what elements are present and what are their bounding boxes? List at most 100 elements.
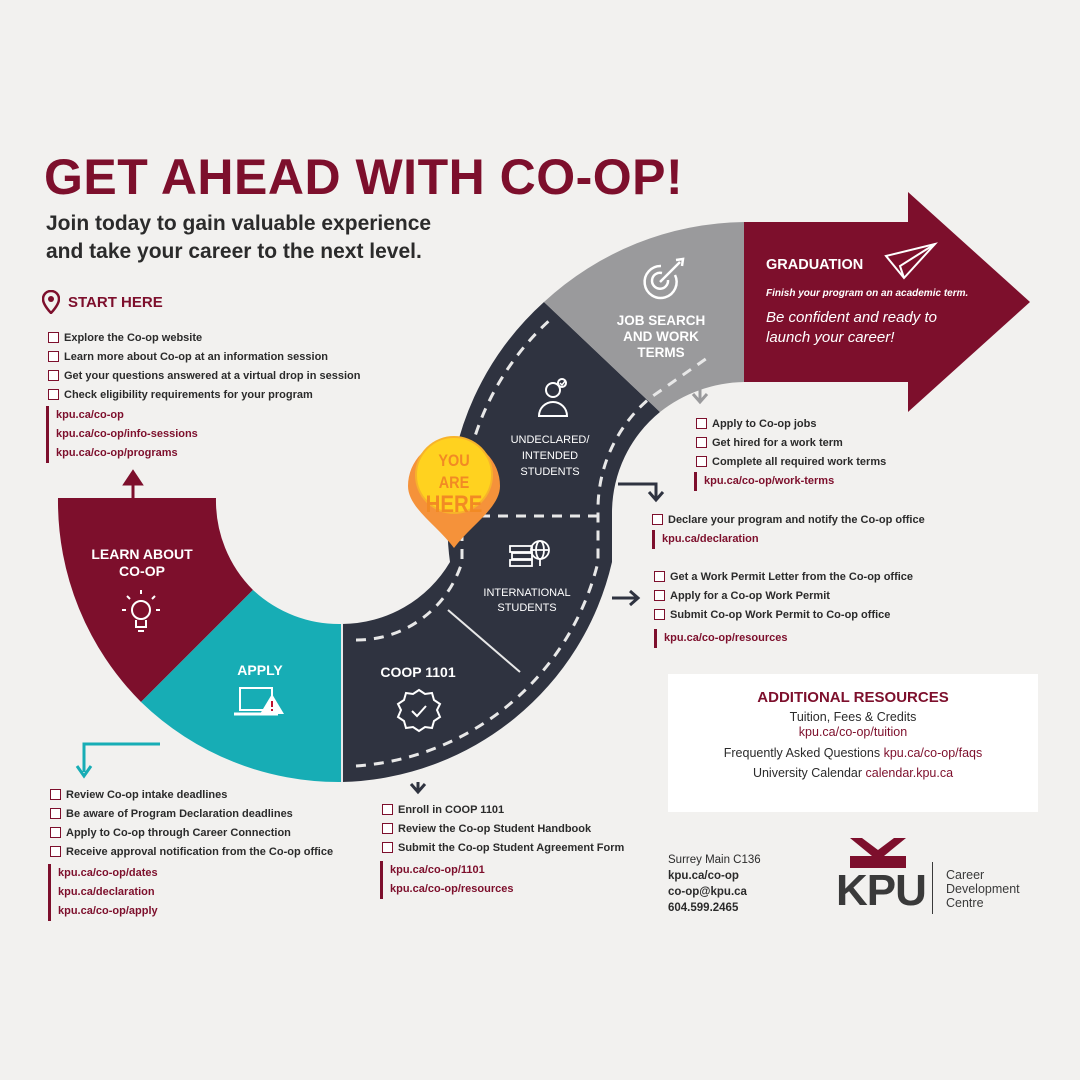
checklist-item[interactable]: Declare your program and notify the Co-o… [652, 510, 925, 529]
link[interactable]: kpu.ca/co-op/apply [58, 905, 158, 917]
checklist-item[interactable]: Check eligibility requirements for your … [48, 385, 360, 404]
start-here-heading: START HERE [42, 290, 163, 314]
checkbox[interactable] [696, 456, 707, 467]
location-pin-icon [42, 290, 60, 314]
coop1101-label: COOP 1101 [380, 664, 456, 680]
logo-dept: Career Development Centre [946, 868, 1020, 910]
undeclared-checklist: Declare your program and notify the Co-o… [652, 510, 925, 529]
checklist-item[interactable]: Get a Work Permit Letter from the Co-op … [654, 567, 913, 586]
graduation-tagline: Be confident and ready to launch your car… [766, 309, 937, 346]
checkbox[interactable] [654, 609, 665, 620]
international-links: kpu.ca/co-op/resources [654, 629, 788, 648]
paper-plane-icon [884, 242, 938, 280]
start-here-checklist: Explore the Co-op website Learn more abo… [48, 328, 360, 404]
link[interactable]: kpu.ca/co-op/info-sessions [56, 428, 198, 440]
link[interactable]: kpu.ca/declaration [662, 533, 759, 545]
link[interactable]: kpu.ca/co-op/resources [390, 883, 514, 895]
checkbox[interactable] [382, 804, 393, 815]
link[interactable]: kpu.ca/co-op/dates [58, 867, 158, 879]
job-search-segment[interactable] [544, 222, 744, 412]
checkbox[interactable] [652, 514, 663, 525]
checkbox[interactable] [48, 332, 59, 343]
page-subtitle: Join today to gain valuable experience a… [46, 210, 506, 266]
checklist-item[interactable]: Review the Co-op Student Handbook [382, 819, 624, 838]
resources-calendar-link[interactable]: calendar.kpu.ca [865, 766, 954, 780]
checklist-item[interactable]: Be aware of Program Declaration deadline… [50, 804, 333, 823]
resources-faq-label: Frequently Asked Questions [723, 746, 881, 760]
checklist-item[interactable]: Apply to Co-op through Career Connection [50, 823, 333, 842]
page-title: GET AHEAD WITH CO-OP! [44, 149, 684, 205]
checklist-item[interactable]: Explore the Co-op website [48, 328, 360, 347]
job-links: kpu.ca/co-op/work-terms [694, 472, 834, 491]
you-are-here-label: YOU ARE HERE [425, 451, 483, 518]
checkbox[interactable] [50, 808, 61, 819]
link[interactable]: kpu.ca/co-op/programs [56, 447, 178, 459]
undeclared-segment[interactable] [448, 302, 660, 512]
checkbox[interactable] [48, 351, 59, 362]
checkbox[interactable] [50, 789, 61, 800]
resources-calendar-row: University Calendar calendar.kpu.ca [668, 766, 1038, 780]
checkbox[interactable] [696, 437, 707, 448]
link[interactable]: kpu.ca/co-op [56, 409, 124, 421]
international-checklist: Get a Work Permit Letter from the Co-op … [654, 567, 913, 624]
student-icon [537, 378, 569, 417]
laptop-warning-icon [234, 687, 284, 716]
checkbox[interactable] [696, 418, 707, 429]
kpu-wordmark: KPU [836, 866, 927, 915]
checklist-item[interactable]: Complete all required work terms [696, 452, 886, 471]
checkbox[interactable] [654, 571, 665, 582]
graduation-label: GRADUATION [766, 257, 864, 273]
international-segment[interactable] [447, 512, 612, 562]
link[interactable]: kpu.ca/declaration [58, 886, 155, 898]
checklist-item[interactable]: Receive approval notification from the C… [50, 842, 333, 861]
job-checklist: Apply to Co-op jobs Get hired for a work… [696, 414, 886, 471]
start-here-links: kpu.ca/co-op kpu.ca/co-op/info-sessions … [46, 406, 198, 463]
learn-segment[interactable] [57, 498, 253, 702]
checklist-item[interactable]: Review Co-op intake deadlines [50, 785, 333, 804]
apply-segment[interactable] [141, 590, 342, 783]
resources-tuition-link[interactable]: kpu.ca/co-op/tuition [798, 725, 908, 739]
arrow-down-icon [691, 382, 709, 405]
contact-email[interactable]: co-op@kpu.ca [668, 886, 747, 898]
checklist-item[interactable]: Get your questions answered at a virtual… [48, 366, 360, 385]
graduation-arrow[interactable] [744, 192, 1030, 412]
checklist-item[interactable]: Apply for a Co-op Work Permit [654, 586, 913, 605]
checkbox[interactable] [48, 370, 59, 381]
checklist-item[interactable]: Get hired for a work term [696, 433, 886, 452]
target-icon [643, 257, 685, 300]
additional-resources-box: ADDITIONAL RESOURCES Tuition, Fees & Cre… [668, 674, 1038, 812]
subtitle-line-1: Join today to gain valuable experience [46, 212, 432, 235]
logo-divider [932, 862, 933, 914]
contact-block: Surrey Main C136 kpu.ca/co-op co-op@kpu.… [668, 852, 761, 916]
checkbox[interactable] [50, 846, 61, 857]
resources-tuition-label: Tuition, Fees & Credits [789, 710, 917, 724]
link[interactable]: kpu.ca/co-op/1101 [390, 864, 485, 876]
resources-faq-link[interactable]: kpu.ca/co-op/faqs [883, 746, 983, 760]
checkbox[interactable] [654, 590, 665, 601]
checklist-item[interactable]: Submit Co-op Work Permit to Co-op office [654, 605, 913, 624]
checkbox[interactable] [382, 842, 393, 853]
link[interactable]: kpu.ca/co-op/work-terms [704, 475, 835, 487]
checkbox[interactable] [50, 827, 61, 838]
checkbox[interactable] [48, 389, 59, 400]
checklist-item[interactable]: Enroll in COOP 1101 [382, 800, 624, 819]
checklist-item[interactable]: Submit the Co-op Student Agreement Form [382, 838, 624, 857]
arrow-right-icon [612, 589, 641, 607]
kpu-logo: KPU Career Development Centre [836, 838, 1046, 918]
checklist-item[interactable]: Apply to Co-op jobs [696, 414, 886, 433]
checklist-item[interactable]: Learn more about Co-op at an information… [48, 347, 360, 366]
coop1101-links: kpu.ca/co-op/1101 kpu.ca/co-op/resources [380, 861, 514, 899]
apply-label: APPLY [237, 662, 283, 678]
resources-calendar-label: University Calendar [752, 766, 863, 780]
link[interactable]: kpu.ca/co-op/resources [664, 632, 788, 644]
arrow-down-icon [75, 742, 160, 779]
subtitle-line-2: and take your career to the next level. [46, 240, 422, 263]
checkbox[interactable] [382, 823, 393, 834]
undeclared-label: UNDECLARED/INTENDED STUDENTS [510, 434, 590, 478]
arrow-down-icon [409, 782, 427, 795]
contact-web[interactable]: kpu.ca/co-op [668, 870, 739, 882]
you-are-here-marker [408, 436, 500, 548]
apply-links: kpu.ca/co-op/dates kpu.ca/declaration kp… [48, 864, 158, 921]
graduation-note: Finish your program on an academic term. [766, 288, 969, 299]
